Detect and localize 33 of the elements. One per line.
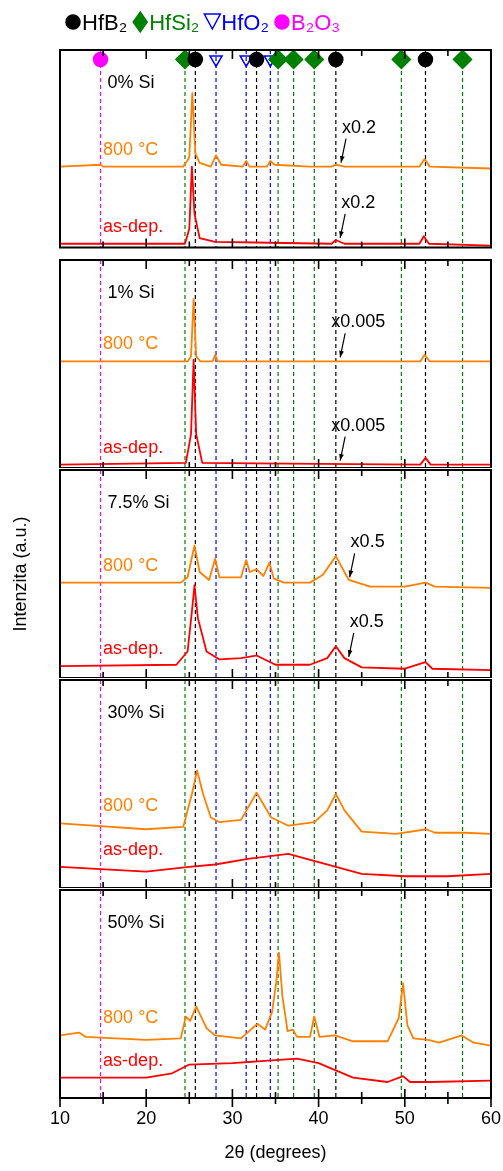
x-tick-label: 50 [394,1107,415,1128]
series-label: as-dep. [103,638,164,659]
annotation: x0.5 [349,610,384,631]
legend-label: HfO₂ [221,10,269,35]
series-label: 800 °C [103,333,159,354]
annotation: 0% Si [107,72,155,92]
series-label: as-dep. [103,1049,164,1070]
x-tick-label: 60 [480,1107,502,1128]
x-tick-label: 10 [49,1107,71,1128]
series-label: 800 °C [103,138,159,159]
text: 7.5% Si [107,492,170,512]
series-label: 800 °C [103,795,159,816]
series-label: as-dep. [103,215,164,236]
annotation: x0.005 [331,311,386,332]
series-label: as-dep. [103,436,164,457]
legend-label: B₂O₃ [290,10,341,35]
legend-label: HfB₂ [82,10,128,35]
annotation: x0.2 [342,116,377,137]
annotation: x0.5 [350,531,385,552]
text: 30% Si [107,702,165,722]
text: 50% Si [107,912,165,932]
series-label: 800 °C [103,554,159,575]
x-tick-label: 20 [136,1107,157,1128]
annotation: x0.2 [341,191,376,212]
series-label: as-dep. [103,838,164,859]
x-axis-title: 2θ (degrees) [224,1141,327,1162]
annotation: 1% Si [107,282,155,302]
x-tick-label: 40 [308,1107,329,1128]
y-axis-title: Intenzita (a.u.) [10,516,30,632]
annotation: x0.005 [331,414,386,435]
x-tick-label: 30 [222,1107,243,1128]
legend-label: HfSi₂ [149,10,200,35]
series-label: 800 °C [103,1007,159,1028]
